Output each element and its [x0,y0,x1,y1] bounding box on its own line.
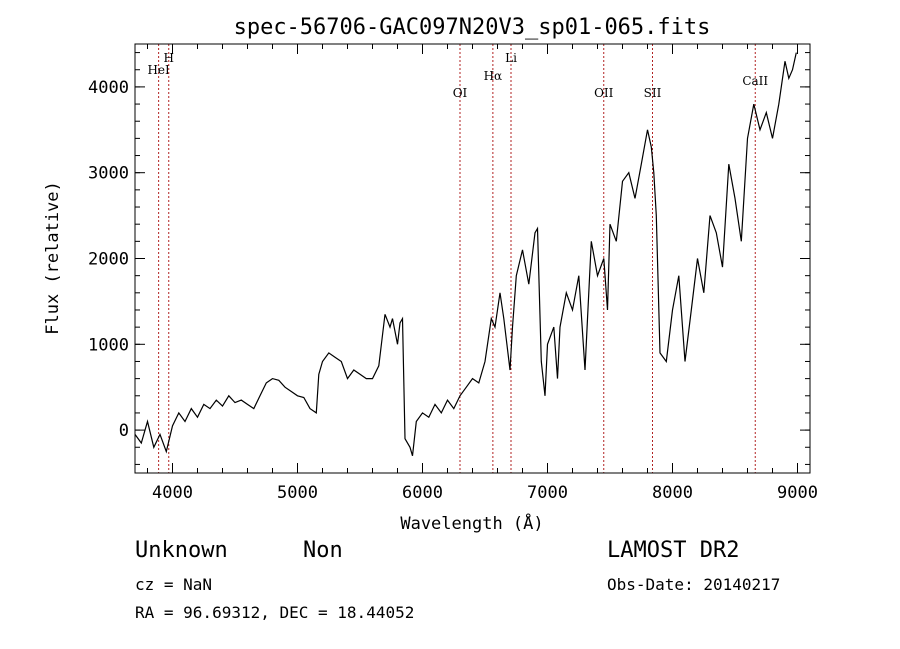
line-marker-label: HeI [147,63,170,77]
observation-date: Obs-Date: 20140217 [607,575,781,594]
y-tick-label: 4000 [88,78,129,98]
plot-frame [134,43,811,474]
spectrum-line [134,52,797,456]
line-marker-label: OI [453,86,468,100]
x-tick-label: 5000 [277,483,318,503]
chart-title: spec-56706-GAC097N20V3_sp01-065.fits [234,15,711,40]
survey-label: LAMOST DR2 [607,538,740,563]
y-tick-label: 2000 [88,250,129,270]
spectrum-series [134,52,797,456]
y-tick-label: 0 [119,421,129,441]
object-class: Unknown [135,538,228,563]
x-axis: 4000 5000 6000 7000 8000 9000 [147,44,818,503]
line-marker-label: Li [505,51,517,65]
line-marker-label: SII [644,86,662,100]
y-tick-label: 1000 [88,335,129,355]
x-tick-label: 9000 [777,483,818,503]
x-axis-label: Wavelength (Å) [400,512,543,534]
x-tick-label: 4000 [152,483,193,503]
line-marker-label: CaII [742,74,768,88]
line-marker-label: Hα [484,69,503,83]
line-marker-label: OII [594,86,614,100]
coordinates-readout: RA = 96.69312, DEC = 18.44052 [135,603,415,622]
x-tick-label: 8000 [652,483,693,503]
y-axis: 0 1000 2000 3000 4000 [88,52,810,465]
object-subclass: Non [303,538,343,563]
line-marker-label: H [164,51,174,65]
redshift-readout: cz = NaN [135,575,213,594]
y-tick-label: 3000 [88,164,129,184]
y-axis-label: Flux (relative) [43,181,63,335]
x-tick-label: 6000 [402,483,443,503]
x-tick-label: 7000 [527,483,568,503]
